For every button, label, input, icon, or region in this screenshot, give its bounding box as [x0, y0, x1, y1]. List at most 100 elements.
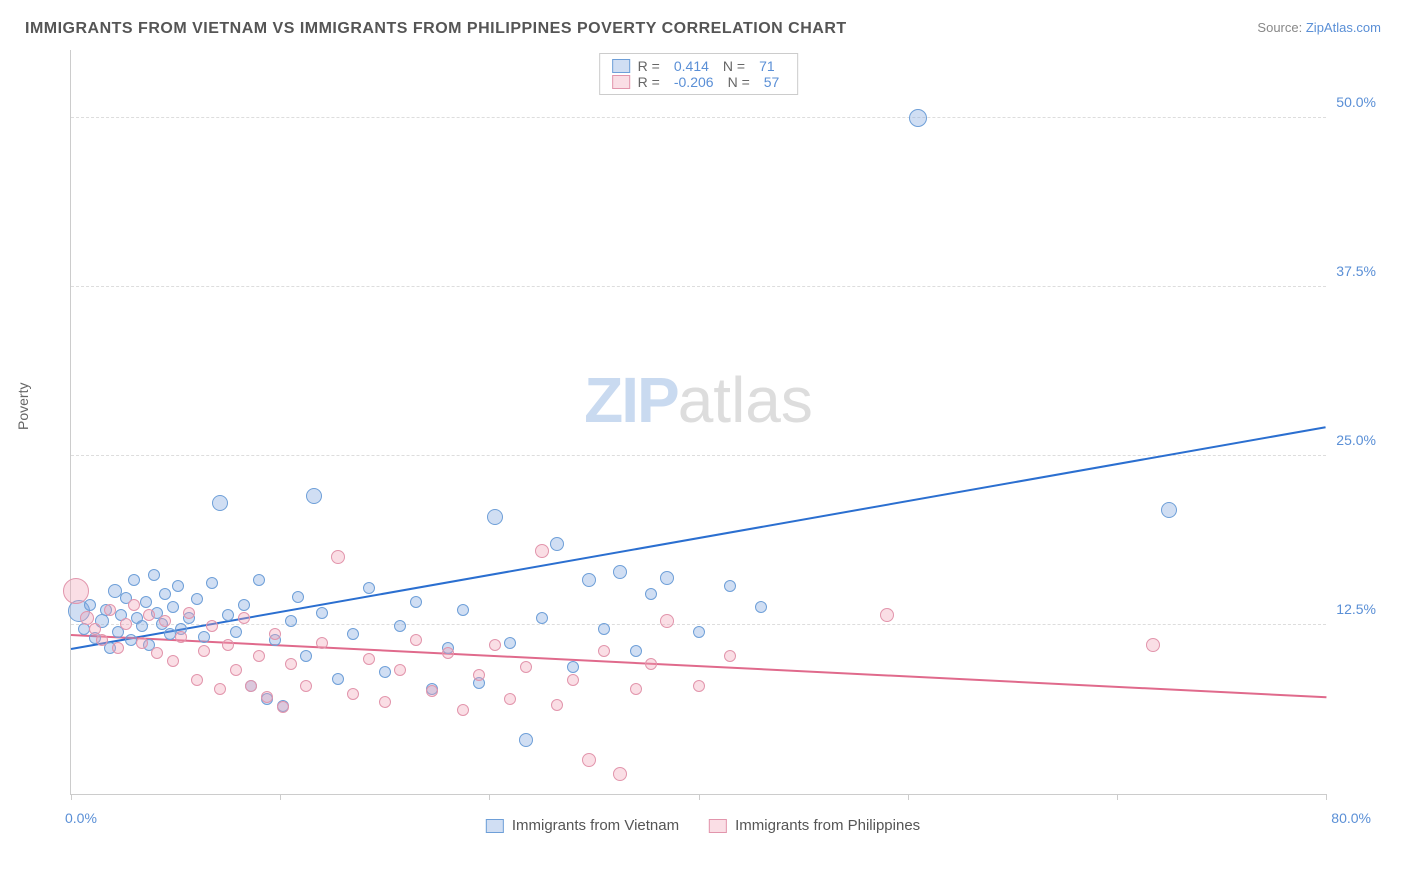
data-point — [253, 650, 265, 662]
legend-item-vietnam: Immigrants from Vietnam — [486, 817, 679, 834]
data-point — [128, 599, 140, 611]
data-point — [306, 488, 322, 504]
gridline — [71, 117, 1326, 118]
data-point — [630, 683, 642, 695]
data-point — [212, 495, 228, 511]
data-point — [347, 688, 359, 700]
chart-container: IMMIGRANTS FROM VIETNAM VS IMMIGRANTS FR… — [0, 0, 1406, 892]
data-point — [520, 661, 532, 673]
data-point — [151, 647, 163, 659]
data-point — [536, 612, 548, 624]
data-point — [143, 609, 155, 621]
x-tick — [699, 794, 700, 800]
data-point — [567, 661, 579, 673]
data-point — [148, 569, 160, 581]
data-point — [269, 628, 281, 640]
data-point — [645, 588, 657, 600]
data-point — [363, 653, 375, 665]
data-point — [285, 615, 297, 627]
data-point — [613, 565, 627, 579]
data-point — [347, 628, 359, 640]
plot-area: ZIPatlas R = 0.414 N = 71 R = -0.206 N =… — [70, 50, 1326, 795]
y-tick-label: 50.0% — [1336, 94, 1376, 110]
data-point — [230, 664, 242, 676]
data-point — [724, 580, 736, 592]
x-axis-min-label: 0.0% — [65, 810, 97, 826]
x-tick — [1117, 794, 1118, 800]
data-point — [613, 767, 627, 781]
data-point — [582, 573, 596, 587]
data-point — [238, 599, 250, 611]
chart-header: IMMIGRANTS FROM VIETNAM VS IMMIGRANTS FR… — [25, 20, 1381, 38]
data-point — [292, 591, 304, 603]
data-point — [300, 650, 312, 662]
data-point — [693, 626, 705, 638]
data-point — [300, 680, 312, 692]
y-tick-label: 12.5% — [1336, 601, 1376, 617]
data-point — [582, 753, 596, 767]
data-point — [136, 620, 148, 632]
data-point — [331, 550, 345, 564]
data-point — [693, 680, 705, 692]
legend-label-vietnam: Immigrants from Vietnam — [512, 817, 679, 834]
data-point — [198, 645, 210, 657]
r-value-vietnam: 0.414 — [668, 58, 715, 74]
data-point — [489, 639, 501, 651]
data-point — [167, 655, 179, 667]
data-point — [112, 642, 124, 654]
data-point — [89, 623, 101, 635]
legend-label-philippines: Immigrants from Philippines — [735, 817, 920, 834]
data-point — [598, 645, 610, 657]
data-point — [487, 509, 503, 525]
data-point — [316, 607, 328, 619]
data-point — [363, 582, 375, 594]
data-point — [442, 647, 454, 659]
data-point — [206, 577, 218, 589]
x-tick — [280, 794, 281, 800]
data-point — [261, 691, 273, 703]
data-point — [473, 669, 485, 681]
data-point — [136, 637, 148, 649]
data-point — [567, 674, 579, 686]
legend-correlation: R = 0.414 N = 71 R = -0.206 N = 57 — [599, 53, 799, 95]
gridline — [71, 455, 1326, 456]
data-point — [159, 588, 171, 600]
data-point — [128, 574, 140, 586]
data-point — [285, 658, 297, 670]
legend-bottom-swatch-vietnam — [486, 819, 504, 833]
data-point — [222, 609, 234, 621]
data-point — [457, 704, 469, 716]
data-point — [191, 674, 203, 686]
watermark-zip: ZIP — [584, 364, 678, 436]
data-point — [410, 596, 422, 608]
data-point — [159, 615, 171, 627]
source-link[interactable]: ZipAtlas.com — [1306, 20, 1381, 35]
legend-row-philippines: R = -0.206 N = 57 — [612, 74, 786, 90]
r-label: R = — [638, 58, 660, 74]
data-point — [206, 620, 218, 632]
n-value-philippines: 57 — [758, 74, 786, 90]
data-point — [645, 658, 657, 670]
x-tick — [489, 794, 490, 800]
legend-swatch-philippines — [612, 75, 630, 89]
y-tick-label: 25.0% — [1336, 432, 1376, 448]
data-point — [63, 578, 89, 604]
data-point — [755, 601, 767, 613]
data-point — [880, 608, 894, 622]
data-point — [379, 696, 391, 708]
chart-title: IMMIGRANTS FROM VIETNAM VS IMMIGRANTS FR… — [25, 20, 847, 38]
data-point — [191, 593, 203, 605]
data-point — [660, 614, 674, 628]
trend-line — [71, 426, 1326, 650]
data-point — [504, 693, 516, 705]
data-point — [551, 699, 563, 711]
data-point — [504, 637, 516, 649]
data-point — [104, 604, 116, 616]
data-point — [550, 537, 564, 551]
legend-row-vietnam: R = 0.414 N = 71 — [612, 58, 786, 74]
data-point — [410, 634, 422, 646]
watermark: ZIPatlas — [584, 363, 813, 437]
data-point — [598, 623, 610, 635]
data-point — [316, 637, 328, 649]
n-value-vietnam: 71 — [753, 58, 781, 74]
